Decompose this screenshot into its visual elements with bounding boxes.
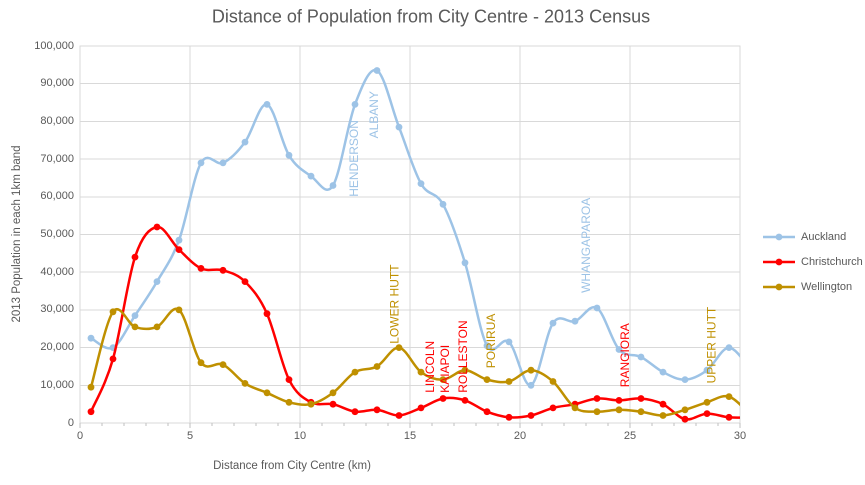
y-tick-label: 90,000 — [40, 77, 74, 90]
wellington-line-swatch-icon — [763, 283, 795, 290]
annotation-rolleston: ROLLESTON — [456, 320, 470, 392]
gridlines — [79, 45, 741, 428]
legend-label: Christchurch — [801, 255, 863, 268]
x-tick-label: 0 — [76, 430, 84, 442]
y-tick-label: 0 — [67, 416, 74, 429]
legend-item-auckland: Auckland — [762, 224, 863, 249]
x-tick-label: 20 — [513, 430, 527, 442]
series-wellington-markers — [87, 306, 733, 419]
annotation-henderson: HENDERSON — [347, 120, 361, 197]
series-christchurch-markers — [87, 223, 733, 423]
annotation-albany: ALBANY — [367, 91, 381, 138]
annotation-lincoln: LINCOLN — [423, 341, 437, 393]
legend-item-wellington: Wellington — [762, 274, 863, 299]
y-tick-label: 60,000 — [40, 190, 74, 203]
y-tick-label: 70,000 — [40, 152, 74, 165]
legend-item-christchurch: Christchurch — [762, 249, 863, 274]
annotation-whangaparoa: WHANGAPAROA — [579, 198, 593, 293]
y-tick-label: 80,000 — [40, 114, 74, 127]
y-tick-label: 30,000 — [40, 303, 74, 316]
annotation-upper-hutt: UPPER HUTT — [704, 306, 718, 383]
legend: Auckland Christchurch Wellington — [762, 224, 863, 299]
x-tick-label: 15 — [403, 430, 417, 442]
x-tick-label: 25 — [623, 430, 637, 442]
christchurch-line-swatch-icon — [763, 258, 795, 265]
annotation-lower-hutt: LOWER HUTT — [388, 264, 402, 344]
auckland-line-swatch-icon — [763, 233, 795, 240]
annotations: HENDERSON ALBANY LOWER HUTT LINCOLN KAIAPOI R… — [347, 91, 719, 393]
annotation-porirua: PORIRUA — [484, 314, 498, 369]
y-tick-label: 50,000 — [40, 228, 74, 240]
y-tick-label: 20,000 — [40, 341, 74, 354]
annotation-rangiora: RANGIORA — [618, 323, 632, 387]
x-tick-label: 30 — [733, 430, 747, 442]
y-tick-label: 100,000 — [34, 39, 74, 52]
x-tick-label: 10 — [293, 430, 307, 442]
legend-label: Auckland — [801, 230, 847, 243]
y-tick-label: 10,000 — [40, 378, 74, 391]
legend-label: Wellington — [801, 280, 853, 293]
x-tick-label: 5 — [186, 430, 194, 442]
y-tick-label: 40,000 — [40, 265, 74, 278]
series-auckland-markers — [87, 67, 733, 389]
chart-title: Distance of Population from City Centre … — [211, 6, 651, 27]
annotation-kaiapoi: KAIAPOI — [438, 345, 452, 393]
x-axis-title: Distance from City Centre (km) — [213, 460, 371, 472]
